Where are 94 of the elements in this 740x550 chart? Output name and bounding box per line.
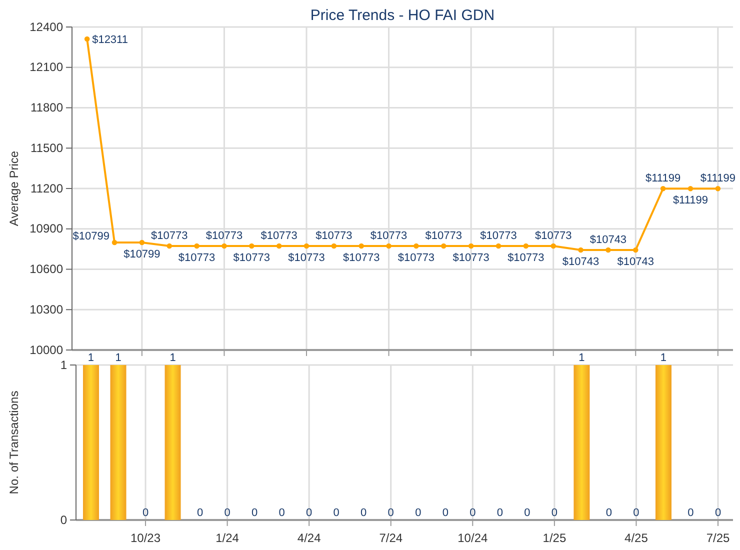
data-label: $10743 (562, 256, 600, 268)
data-label: 0 (388, 507, 394, 519)
data-label: $10773 (398, 252, 435, 264)
data-label: 0 (714, 507, 722, 519)
point (112, 240, 118, 246)
point (523, 243, 529, 249)
data-label: 1 (88, 352, 94, 364)
x-tick-label: 7/24 (379, 531, 403, 546)
y-tick-label: 11800 (30, 100, 64, 115)
data-label: 0 (333, 507, 340, 519)
data-label: 0 (606, 507, 612, 519)
point (632, 247, 638, 253)
y-tick-label: 10300 (30, 302, 64, 316)
data-label: $10773 (288, 252, 325, 264)
data-label: $11199 (700, 172, 736, 185)
point (715, 186, 721, 192)
point (496, 243, 502, 249)
data-label: 1 (578, 352, 585, 364)
data-label: 0 (142, 507, 149, 519)
point (358, 243, 364, 249)
chart-title: Price Trends - HO FAI GDN (310, 7, 495, 24)
data-label: $10773 (343, 252, 380, 264)
data-label: 0 (496, 507, 503, 519)
data-label: 0 (196, 507, 204, 519)
data-label: 1 (170, 352, 176, 364)
y-tick-label: 10000 (30, 342, 64, 357)
x-tick-label: 4/24 (297, 531, 322, 546)
data-label: $10773 (508, 252, 544, 264)
data-label: $11199 (672, 194, 708, 207)
point (276, 243, 282, 249)
data-label: $12311 (92, 34, 128, 46)
data-label: $10799 (124, 248, 160, 260)
data-label: 0 (633, 507, 640, 519)
point (139, 240, 145, 246)
point (550, 243, 556, 249)
data-label: $10773 (425, 230, 462, 242)
x-tick-label: 1/24 (216, 531, 240, 546)
data-label: 0 (360, 507, 367, 519)
data-label: 0 (224, 507, 230, 519)
y-tick-label: 10600 (30, 262, 64, 276)
data-label: $10773 (233, 252, 270, 264)
point (194, 243, 200, 249)
data-label: $10773 (260, 230, 298, 242)
data-label: $10773 (480, 230, 517, 242)
x-tick-label: 1/25 (542, 531, 566, 546)
data-label: $10773 (151, 230, 188, 242)
data-label: $10773 (370, 230, 408, 242)
x-tick-label: 10/23 (130, 531, 161, 546)
y-tick-label: 11500 (30, 140, 64, 155)
point (440, 243, 446, 249)
y-tick-label: 12100 (30, 60, 64, 74)
y-tick-label: 11200 (30, 181, 64, 196)
point (468, 243, 474, 249)
y-axis-title: Average Price (7, 150, 21, 226)
data-label: $10743 (590, 234, 627, 246)
point (606, 247, 611, 253)
point (386, 243, 392, 249)
data-label: 0 (306, 507, 312, 519)
y-tick-label: 1 (60, 358, 68, 372)
data-label: 0 (442, 507, 448, 519)
data-label: $10773 (534, 230, 572, 242)
point (660, 186, 666, 192)
point (331, 243, 337, 249)
y-tick-label: 0 (60, 512, 68, 527)
data-label: 0 (415, 507, 422, 519)
y-tick-label: 12400 (30, 20, 64, 34)
y-tick-label: 10900 (30, 222, 64, 236)
x-tick-label: 7/25 (706, 531, 730, 546)
data-label: 0 (252, 507, 258, 519)
data-label: $10743 (617, 256, 654, 268)
point (304, 243, 310, 249)
point (166, 243, 172, 249)
y-axis-title: No. of Transactions (7, 390, 21, 494)
x-tick-label: 10/24 (458, 531, 488, 546)
data-label: 0 (470, 507, 476, 519)
data-label: 0 (278, 507, 285, 519)
data-label: 0 (688, 507, 694, 519)
data-label: 1 (115, 352, 122, 364)
x-tick-label: 4/25 (624, 531, 648, 546)
data-label: 0 (551, 507, 558, 519)
point (249, 243, 254, 249)
data-label: $10773 (316, 230, 352, 242)
data-label: 0 (524, 507, 530, 519)
point (222, 243, 227, 249)
data-label: $10773 (452, 252, 490, 264)
data-label: $10773 (178, 252, 216, 264)
data-label: $10773 (206, 230, 243, 242)
point (688, 186, 694, 192)
point (578, 247, 584, 253)
data-label: 1 (660, 352, 667, 364)
point (414, 243, 419, 249)
data-label: $10799 (72, 230, 110, 242)
point (84, 36, 90, 42)
data-label: $11199 (646, 172, 681, 185)
